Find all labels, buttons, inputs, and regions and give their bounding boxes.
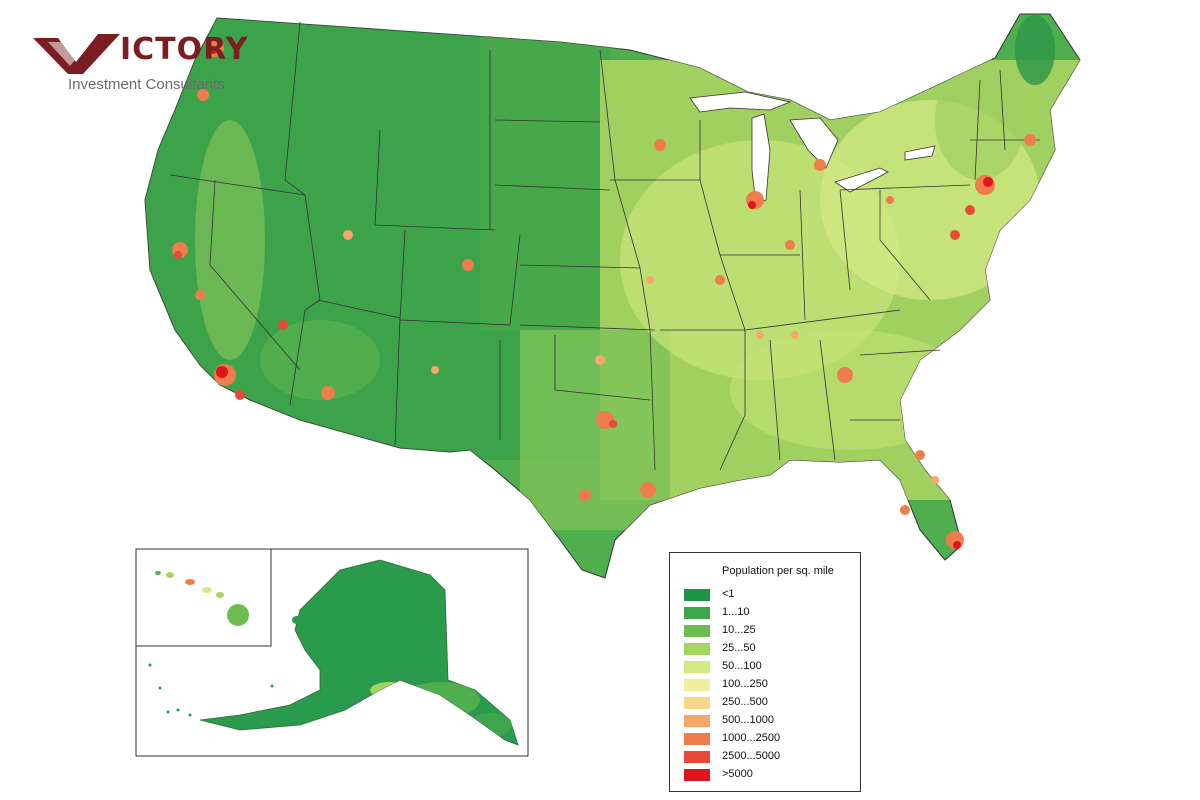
logo-wordmark: ICTORY [120,32,249,67]
legend-swatch [684,769,710,781]
legend-label: 10...25 [722,624,756,636]
legend-label: 500...1000 [722,714,774,726]
legend-label: 100...250 [722,678,768,690]
legend-swatch [684,643,710,655]
lake-superior [689,91,792,113]
victory-logo: ICTORY Investment Consultants [28,30,268,100]
legend-title: Population per sq. mile [722,565,834,577]
legend-swatch [684,715,710,727]
lake-erie [834,167,889,193]
legend-label: 25...50 [722,642,756,654]
legend-label: <1 [722,588,735,600]
hawaii [155,571,249,626]
state-borders [169,21,1040,471]
legend-label: 250...500 [722,696,768,708]
legend-swatch [684,733,710,745]
legend-label: 1...10 [722,606,750,618]
legend-label: 2500...5000 [722,750,781,762]
legend-swatch [684,589,710,601]
lake-michigan [751,113,771,206]
legend-label: >5000 [722,768,753,780]
legend-swatch [684,697,710,709]
legend-swatch [684,679,710,691]
lake-huron [789,117,839,169]
hawaii-inset-frame [135,548,272,647]
contiguous-us [144,13,1081,579]
legend-swatch [684,751,710,763]
legend-swatch [684,607,710,619]
urban-hotspots [172,39,1036,549]
density-regions [145,14,1080,530]
logo-v-mark-icon [33,34,120,74]
alaska-landmass [199,559,519,746]
legend: Population per sq. mile <1 1...10 10...2… [669,552,861,792]
legend-swatch [684,625,710,637]
legend-label: 50...100 [722,660,762,672]
lake-ontario [904,145,936,161]
legend-label: 1000...2500 [722,732,781,744]
logo-subtitle: Investment Consultants [68,76,225,93]
legend-swatch [684,661,710,673]
